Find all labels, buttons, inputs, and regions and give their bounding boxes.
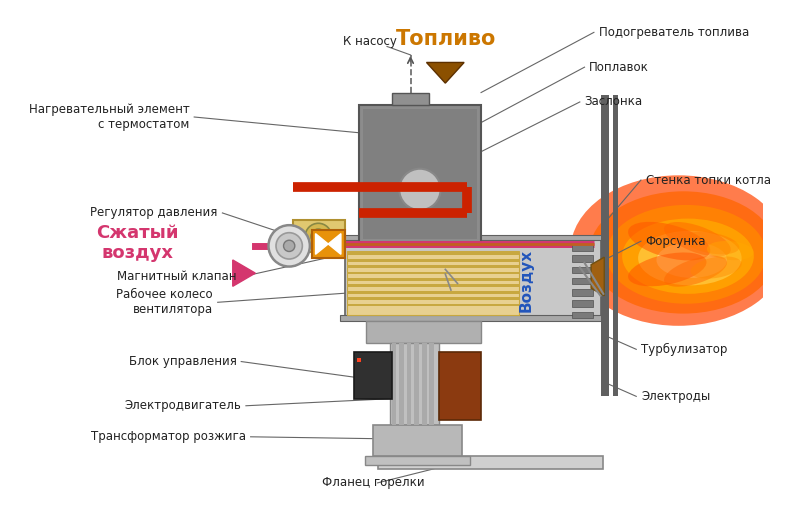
Text: Фланец горелки: Фланец горелки (322, 476, 424, 489)
Text: Стенка топки котла: Стенка топки котла (645, 173, 771, 186)
Ellipse shape (606, 205, 766, 304)
Bar (572, 278, 593, 284)
Text: Сжатый
воздух: Сжатый воздух (96, 224, 179, 263)
Text: Трансформатор розжига: Трансформатор розжига (91, 430, 246, 443)
Bar (348, 297, 519, 300)
Text: Регулятор давления: Регулятор давления (90, 207, 218, 220)
Text: Воздух: Воздух (519, 249, 534, 312)
Bar (399, 343, 404, 425)
Bar (348, 278, 519, 281)
Bar (357, 358, 361, 362)
Ellipse shape (623, 218, 754, 294)
Bar (365, 456, 470, 465)
Ellipse shape (690, 256, 742, 279)
Bar (359, 105, 481, 243)
Bar (348, 252, 519, 255)
Ellipse shape (628, 252, 706, 286)
Bar (572, 267, 593, 273)
Text: Магнитный клапан: Магнитный клапан (117, 270, 236, 283)
Text: Топливо: Топливо (396, 29, 496, 49)
Bar (354, 352, 392, 399)
Text: Электроды: Электроды (641, 390, 710, 403)
Bar (613, 95, 619, 397)
Bar (293, 221, 344, 252)
Circle shape (305, 223, 332, 250)
Ellipse shape (664, 256, 727, 286)
Bar (348, 284, 519, 287)
Bar (340, 235, 606, 240)
Bar (572, 289, 593, 296)
Bar (438, 352, 481, 420)
Ellipse shape (656, 242, 727, 278)
Bar (348, 259, 519, 262)
Polygon shape (591, 257, 604, 296)
Bar (340, 316, 606, 321)
Text: Рабочее колесо
вентилятора: Рабочее колесо вентилятора (116, 288, 213, 316)
Text: Блок управления: Блок управления (129, 355, 236, 368)
Circle shape (284, 240, 295, 252)
Circle shape (310, 229, 325, 244)
Text: Форсунка: Форсунка (645, 235, 706, 248)
Bar (407, 343, 412, 425)
Ellipse shape (683, 232, 739, 254)
Bar (348, 251, 519, 315)
Ellipse shape (570, 175, 787, 326)
Polygon shape (427, 62, 464, 83)
Ellipse shape (638, 231, 742, 285)
Bar (348, 265, 519, 268)
Bar (373, 425, 462, 456)
Bar (378, 456, 604, 469)
Circle shape (399, 169, 441, 210)
Polygon shape (233, 260, 255, 286)
Text: Подогреватель топлива: Подогреватель топлива (599, 26, 749, 39)
Bar (572, 312, 593, 318)
Bar (601, 95, 609, 397)
Polygon shape (315, 234, 328, 254)
Ellipse shape (707, 241, 754, 260)
Bar (363, 108, 477, 239)
Bar (367, 321, 481, 343)
Text: Нагревательный элемент
с термостатом: Нагревательный элемент с термостатом (28, 103, 190, 131)
Text: Поплавок: Поплавок (589, 61, 649, 74)
Bar (312, 230, 344, 258)
Polygon shape (328, 234, 341, 254)
Bar (572, 301, 593, 307)
Bar (389, 343, 438, 425)
Text: Заслонка: Заслонка (585, 95, 642, 108)
Text: К насосу: К насосу (343, 35, 397, 48)
Bar (572, 244, 593, 251)
Bar (348, 271, 519, 275)
Ellipse shape (628, 222, 710, 261)
Bar (348, 304, 519, 306)
Bar (392, 93, 429, 105)
Ellipse shape (589, 192, 777, 313)
Bar (392, 343, 397, 425)
Bar (344, 237, 601, 321)
Bar (572, 255, 593, 262)
Bar (414, 343, 419, 425)
Circle shape (269, 225, 310, 267)
Bar (348, 291, 519, 294)
Text: Турбулизатор: Турбулизатор (641, 343, 728, 356)
Bar (422, 343, 427, 425)
Circle shape (276, 233, 303, 259)
Text: Электродвигатель: Электродвигатель (124, 399, 241, 412)
Bar (429, 343, 434, 425)
Ellipse shape (664, 222, 731, 256)
